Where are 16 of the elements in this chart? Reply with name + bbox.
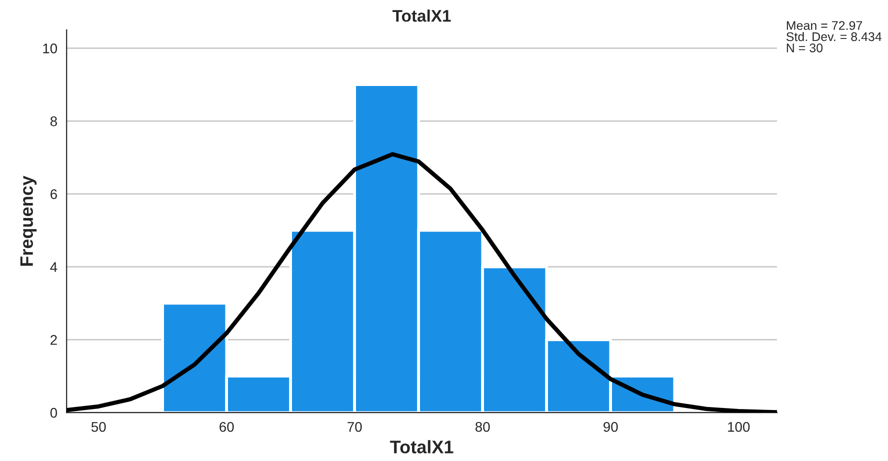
- x-tick-label: 50: [91, 422, 106, 432]
- y-axis-title: Frequency: [20, 176, 37, 266]
- y-tick-label: 0: [50, 408, 58, 418]
- y-tick-label: 10: [43, 44, 58, 54]
- text: Mean = 72.97 Std. Dev. = 8.434 N = 30: [786, 21, 882, 52]
- x-tick-label: 80: [475, 422, 490, 432]
- y-tick-label: 2: [50, 335, 57, 345]
- x-tick-label: 70: [348, 422, 362, 432]
- x-tick-label: 60: [220, 422, 234, 432]
- x-axis-title: TotalX1: [390, 440, 454, 454]
- x-tick-label: 90: [604, 422, 618, 432]
- y-tick-label: 8: [50, 116, 57, 126]
- y-tick-label: 6: [50, 189, 57, 200]
- y-tick-label: 4: [50, 262, 58, 272]
- chart-title: TotalX1: [392, 10, 451, 22]
- x-tick-label: 100: [728, 422, 750, 432]
